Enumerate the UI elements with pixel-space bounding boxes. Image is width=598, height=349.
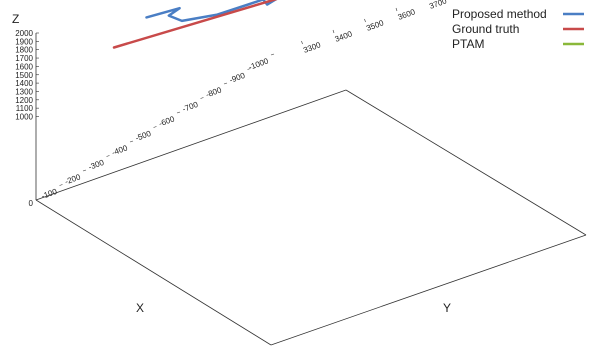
z-tick-label: 1000 bbox=[15, 113, 33, 122]
x-tick-mark bbox=[153, 126, 157, 128]
x-tick-label: -900 bbox=[228, 71, 247, 85]
x-tick-mark bbox=[82, 169, 87, 172]
y-tick-mark bbox=[395, 7, 398, 12]
x-tick-label: -800 bbox=[205, 85, 224, 99]
y-tick-mark bbox=[332, 29, 335, 34]
legend-label-ground-truth: Ground truth bbox=[452, 22, 519, 36]
z-tick-label: 1400 bbox=[15, 79, 33, 88]
z-tick-label: 1100 bbox=[16, 104, 34, 113]
z-tick-label: 1700 bbox=[15, 54, 33, 63]
y-tick-label: 3400 bbox=[334, 29, 354, 44]
x-tick-mark bbox=[59, 184, 63, 186]
z-tick-label: 1900 bbox=[15, 37, 33, 46]
y-tick-mark bbox=[301, 40, 303, 45]
y-tick-label: 3600 bbox=[397, 7, 417, 22]
x-tick-mark bbox=[223, 82, 228, 85]
x-tick-label: -1000 bbox=[247, 56, 270, 72]
x-tick-label: -100 bbox=[40, 187, 59, 201]
x-tick-mark bbox=[200, 97, 204, 99]
y-tick-label: 3700 bbox=[428, 0, 448, 11]
x-tick-mark bbox=[270, 53, 275, 56]
back-floor-edge-top bbox=[35, 89, 347, 201]
z-axis-label: Z bbox=[12, 12, 19, 26]
x-tick-mark bbox=[129, 140, 134, 143]
y-tick-mark bbox=[364, 18, 366, 23]
x-tick-label: -600 bbox=[158, 114, 177, 128]
x-tick-mark bbox=[106, 155, 110, 157]
series-line-ground-truth bbox=[112, 0, 278, 49]
series-line-proposed-method bbox=[145, 0, 278, 23]
z-tick-label: 2000 bbox=[15, 29, 33, 38]
y-axis-line bbox=[270, 234, 587, 346]
x-axis-label: X bbox=[136, 301, 144, 315]
y-axis-label: Y bbox=[443, 301, 451, 315]
legend-label-ptam: PTAM bbox=[452, 37, 484, 51]
z-tick-label: 1600 bbox=[15, 62, 33, 71]
x-tick-label: -400 bbox=[111, 143, 130, 157]
tick-labels: 1000110012001300140015001600170018001900… bbox=[15, 0, 448, 208]
x-tick-mark bbox=[247, 68, 251, 70]
series-lines bbox=[112, 0, 278, 49]
z-tick-label: 1300 bbox=[15, 87, 33, 96]
z-tick-label: 1200 bbox=[15, 96, 33, 105]
y-tick-label: 3300 bbox=[302, 40, 322, 55]
x-tick-label: -700 bbox=[181, 100, 200, 114]
x-tick-mark bbox=[176, 111, 181, 114]
x-tick-label: -500 bbox=[134, 129, 153, 143]
z-tick-label: 0 bbox=[29, 199, 34, 208]
axes bbox=[35, 33, 587, 346]
x-tick-label: -300 bbox=[87, 158, 106, 172]
legend-label-proposed-method: Proposed method bbox=[452, 7, 547, 21]
z-tick-label: 1500 bbox=[15, 71, 33, 80]
y-tick-label: 3500 bbox=[365, 18, 385, 33]
z-tick-label: 1800 bbox=[15, 46, 33, 55]
back-floor-edge-right bbox=[345, 89, 587, 236]
x-axis-line bbox=[35, 199, 272, 346]
